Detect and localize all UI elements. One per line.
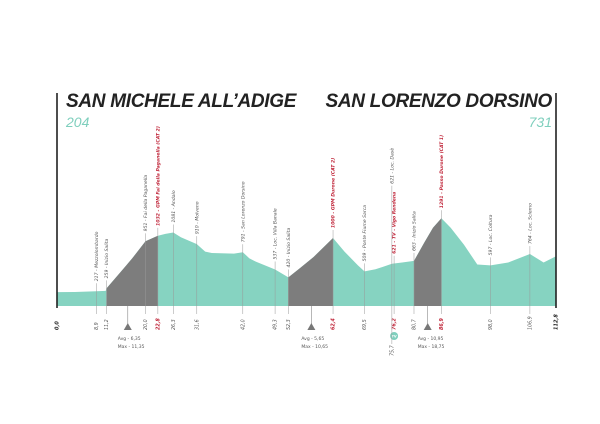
km-label: 86,9 (439, 318, 445, 330)
km-label: 11,2 (104, 319, 110, 330)
climb-avg-gradient: Avg - 5,65 (301, 336, 324, 342)
km-label-end: 112,8 (554, 314, 560, 330)
km-label: 8,9 (94, 322, 100, 330)
km-label: 52,3 (286, 319, 292, 330)
point-label: 597 - Loc. Coltura (488, 214, 494, 255)
climb-segment-2 (288, 238, 334, 306)
km-label-start: 0,0 (55, 321, 61, 330)
km-label: 42,0 (240, 319, 246, 330)
point-label: 420 - Inizio Salita (286, 228, 292, 268)
point-label: 663 - Inizio Salita (412, 211, 418, 251)
climb-max-gradient: Max - 18,75 (418, 344, 445, 350)
climb-triangle-icon (423, 323, 432, 330)
point-label: 951 - Fai della Paganella (143, 175, 149, 232)
climb-triangle-icon (307, 323, 316, 330)
point-label: 764 - Loc. Sclemo (527, 203, 533, 244)
start-city: SAN MICHELE ALL’ADIGE (66, 91, 297, 112)
km-label: 69,5 (362, 319, 368, 330)
km-label: 26,3 (171, 319, 177, 330)
climb-segment-3 (413, 218, 442, 306)
climb-avg-gradient: Avg - 6,35 (118, 336, 141, 342)
climb-triangle-icon (123, 323, 132, 330)
point-label: 537 - Loc. Villa Banale (273, 208, 279, 259)
point-label: 1032 - GPM Fai della Paganella (CAT 2) (155, 126, 161, 226)
km-label: 76,2 (392, 318, 398, 330)
start-altitude: 204 (66, 114, 90, 130)
km-label: 98,0 (488, 319, 494, 330)
point-label: 791 - San Lorenzo Dorsino (240, 181, 246, 242)
climb-max-gradient: Max - 11,35 (118, 344, 145, 350)
km-label: 20,0 (143, 319, 149, 330)
point-label: 217 - Mezzolombardo (94, 231, 100, 281)
km-label: 62,4 (331, 318, 337, 330)
point-label: 259 - Inizio Salita (104, 238, 110, 278)
km-label: 75,7 (389, 345, 395, 356)
point-label: 621 - TV - Vigo Rendena (392, 192, 398, 254)
km-label: 80,7 (412, 319, 418, 330)
point-label: 1291 - Passo Durone (CAT 1) (439, 135, 445, 208)
sprint-icon-label: TV (391, 335, 396, 339)
finish-altitude: 731 (528, 114, 552, 130)
point-label: 621 - Loc. Dasè (388, 148, 395, 184)
point-label: 910 - Molveno (194, 201, 200, 234)
climb-avg-gradient: Avg - 10,95 (418, 336, 444, 342)
point-label: 1000 - GPM Durone (CAT 2) (331, 158, 337, 228)
point-label: 1081 - Andalo (171, 190, 177, 222)
km-label: 49,3 (273, 319, 279, 330)
climb-segment-1 (106, 235, 158, 306)
km-label: 22,8 (155, 318, 161, 330)
finish-city: SAN LORENZO DORSINO (325, 91, 552, 112)
climb-max-gradient: Max - 10,65 (301, 344, 328, 350)
km-label: 106,9 (527, 316, 533, 330)
point-label: 509 - Ponte Fiume Sarca (362, 205, 368, 262)
km-label: 31,6 (194, 319, 200, 330)
